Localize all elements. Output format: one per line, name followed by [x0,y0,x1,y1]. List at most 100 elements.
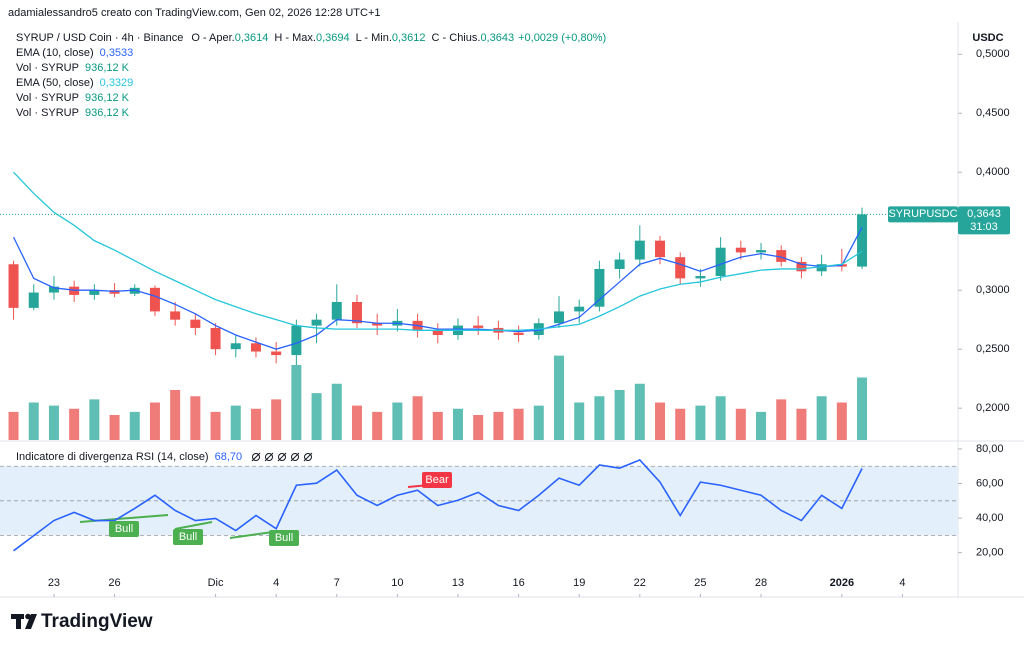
logo: TradingView [11,611,153,632]
annotation-bg [422,472,452,488]
y-tick-label: 0,3000 [976,284,1010,296]
ohlc-label: L - Min. [356,32,392,44]
y-tick-label: 0,4500 [976,107,1010,119]
volume-bar [28,402,39,440]
ohlc-value: 0,3643 [480,32,514,44]
volume-bar [432,411,443,440]
y-tick-label: 60,00 [976,477,1004,489]
volume-bar [816,396,827,440]
volume-bar [836,402,847,440]
x-tick-label: 4 [273,577,279,589]
x-tick-label: 23 [48,577,60,589]
y-tick-label: 0,2500 [976,343,1010,355]
visibility-icon [264,452,274,462]
volume-bar [351,405,362,440]
volume-bar [554,355,565,440]
ohlc-value: 0,3612 [392,32,426,44]
volume-bar [271,399,282,440]
volume-bar [473,415,484,440]
volume-bar [735,408,746,440]
x-tick-label: 19 [573,577,585,589]
volume-bar [129,411,140,440]
annotation-bg [269,530,299,546]
volume-bar [8,411,19,440]
legend-value: 936,12 K [85,62,130,74]
rsi-name: Indicatore di divergenza RSI (14, close) [16,451,209,463]
volume-bar [291,365,302,440]
candle-body [473,325,484,328]
volume-bar [594,396,605,440]
logo-shape [25,613,31,620]
divergence-line [174,521,213,530]
y-tick-label: 40,00 [976,512,1004,524]
annotation-bg [109,521,139,537]
visibility-icon [252,453,260,461]
volume-bar [493,411,504,440]
ohlc-label: C - Chius. [432,32,481,44]
volume-bar [89,399,100,440]
candle-body [311,319,322,326]
symbol-name: SYRUP / USD Coin · 4h · Binance [16,32,183,44]
volume-bar [715,396,726,440]
volume-bar [756,411,767,440]
candle-body [48,286,59,293]
volume-bar [392,402,403,440]
visibility-icon [304,453,312,461]
volume-bar [331,383,342,440]
visibility-icon [291,453,299,461]
logo-shape [25,614,37,629]
candle-body [351,301,362,324]
candle-body [796,261,807,272]
volume-bar [776,399,787,440]
rsi-title: Indicatore di divergenza RSI (14, close)… [16,451,242,463]
ohlc-value: 0,3694 [316,32,350,44]
ohlc-value: 0,3614 [235,32,269,44]
x-tick-label: 22 [634,577,646,589]
change-value: +0,0029 (+0,80%) [518,32,606,44]
legend-value: 0,3533 [100,47,134,59]
candle-body [756,250,767,253]
rsi-line [13,459,863,552]
visibility-icon [303,452,313,462]
legend-value: 936,12 K [85,92,130,104]
legend-value: 0,3329 [100,77,134,89]
candle-body [554,311,565,324]
candle-body [230,343,241,350]
candle-body [149,287,160,312]
x-tick-label: 7 [334,577,340,589]
x-tick-label: 4 [899,577,905,589]
x-tick-label: 26 [108,577,120,589]
volume-bar [796,408,807,440]
volume-bar [614,390,625,440]
annotation-bg [173,529,203,545]
x-tick-label: 25 [694,577,706,589]
volume-bar [210,411,221,440]
legend-name: Vol · SYRUP [16,107,79,119]
visibility-icon [278,453,286,461]
volume-bar [250,408,261,440]
volume-bar [109,415,120,440]
candle-body [331,301,342,320]
candle-body [816,264,827,272]
ema-line [13,171,863,331]
logo-text: TradingView [41,611,153,632]
legend-row: EMA (50, close) 0,3329 [16,77,133,89]
y-tick-label: 20,00 [976,547,1004,559]
logo-shape [16,614,21,629]
volume-bar [533,405,544,440]
candle-body [634,240,645,260]
ohlc-label: O - Aper. [191,32,234,44]
annotation: Bull [179,531,197,543]
candle-body [250,343,261,352]
volume-bar [634,383,645,440]
symbol-tag-bg [888,206,958,223]
legend-row: Vol · SYRUP 936,12 K [16,92,130,104]
credit: adamialessandro5 creato con TradingView.… [8,7,381,19]
visibility-icon [290,452,300,462]
volume-bar [412,396,423,440]
candle-body [715,247,726,277]
x-tick-label: 16 [512,577,524,589]
candle-body [513,332,524,336]
